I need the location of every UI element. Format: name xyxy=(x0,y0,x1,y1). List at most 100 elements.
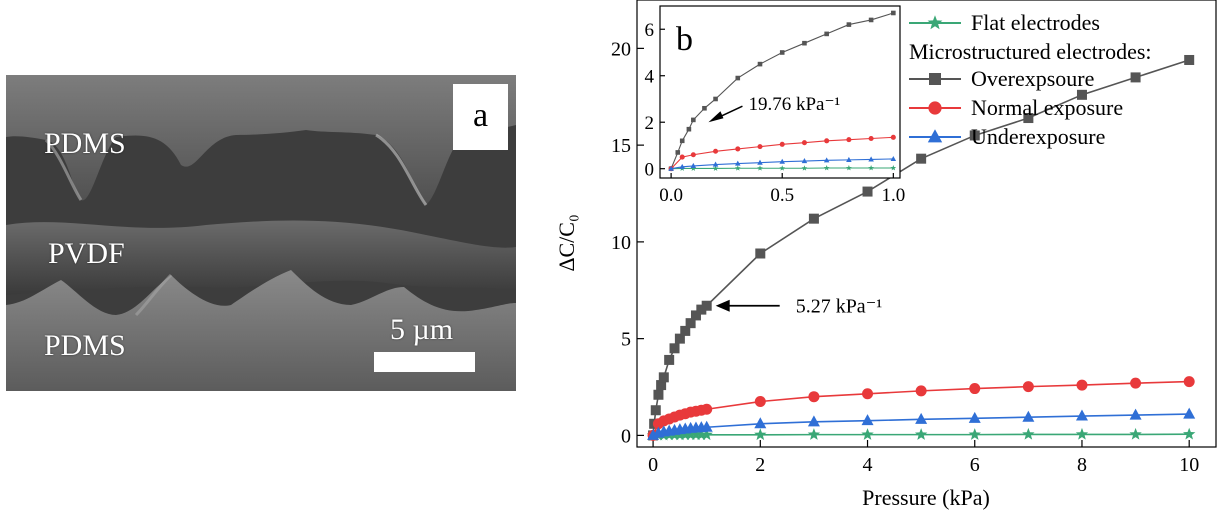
inset-frame xyxy=(659,5,901,179)
inset-x-tick-label: 0.0 xyxy=(659,185,683,206)
main-series-3-point xyxy=(754,417,767,429)
main-y-axis-label: ΔC/C₀ xyxy=(554,214,579,271)
inset-series-1-point xyxy=(713,96,718,102)
inset-series-1-point xyxy=(691,117,696,123)
inset-series-0-point xyxy=(779,165,786,171)
inset-series-1-point xyxy=(702,105,707,111)
inset-series-line-3 xyxy=(671,158,894,170)
main-y-tick-label: 15 xyxy=(611,135,631,157)
main-x-axis-label: Pressure (kPa) xyxy=(862,485,990,510)
inset-series-2-point xyxy=(690,152,696,158)
inset-series-2-point xyxy=(824,138,830,144)
main-annotation-label: 5.27 kPa⁻¹ xyxy=(796,296,883,318)
layer-label-bottom-pdms: PDMS xyxy=(44,329,126,362)
inset-series-1-point xyxy=(735,75,741,81)
inset-y-tick-label: 2 xyxy=(645,113,655,134)
main-series-1-point xyxy=(808,213,819,224)
main-x-tick-label: 0 xyxy=(648,454,658,476)
main-y-tick-label: 20 xyxy=(611,38,631,60)
panel-label-a: a xyxy=(453,84,508,150)
inset-plot: 0.0 0.5 1.0 0 2 4 6 19.76 kPa⁻¹ b xyxy=(645,5,905,206)
inset-series-3-point xyxy=(679,163,685,169)
main-series-3-point xyxy=(700,420,713,432)
inset-series-2-point xyxy=(779,141,785,147)
inset-series-0-point xyxy=(868,165,874,171)
main-series-3-point xyxy=(915,412,928,424)
inset-series-1-point xyxy=(868,17,874,23)
layer-label-top-pdms: PDMS xyxy=(44,127,126,160)
main-series-0-point xyxy=(807,428,821,440)
inset-x-tick-label: 1.0 xyxy=(881,185,905,206)
main-y-tick-label: 0 xyxy=(621,425,631,447)
main-series-0-point xyxy=(1129,427,1142,440)
inset-series-3-point xyxy=(735,160,741,166)
legend-label-3: Underexposure xyxy=(971,124,1105,149)
main-series-0-point xyxy=(695,428,708,441)
main-series-2-point xyxy=(969,383,981,395)
inset-series-1-point xyxy=(779,50,785,55)
main-series-2-point xyxy=(754,396,766,408)
scale-bar-label: 5 µm xyxy=(390,313,454,346)
inset-series-1-point xyxy=(846,22,852,27)
legend-marker-0 xyxy=(927,15,943,30)
main-series-0-point xyxy=(1183,427,1196,440)
main-series-3-point xyxy=(1022,410,1035,422)
main-series-2-point xyxy=(1022,381,1034,393)
inset-y-tick-label: 0 xyxy=(645,159,655,180)
inset-series-2-point xyxy=(890,134,896,140)
inset-series-0-point xyxy=(823,165,830,171)
inset-series-0-point xyxy=(690,165,697,171)
legend-marker-2 xyxy=(928,101,942,115)
main-series-0-point xyxy=(1075,427,1089,440)
main-series-1-point xyxy=(650,405,661,416)
main-series-2-point xyxy=(701,403,713,415)
inset-series-3-point xyxy=(846,156,852,162)
main-series-2-point xyxy=(915,385,927,397)
main-x-tick-label: 4 xyxy=(863,454,873,476)
main-series-2-point xyxy=(862,388,874,400)
main-series-3-point xyxy=(1129,408,1142,420)
main-series-1-point xyxy=(1076,89,1087,100)
main-series-0-point xyxy=(968,428,981,440)
main-x-tick-label: 2 xyxy=(755,454,765,476)
inset-series-2-point xyxy=(679,154,685,160)
inset-series-3-point xyxy=(868,156,874,162)
main-series-0-point xyxy=(1022,427,1035,440)
main-series-1-point xyxy=(664,354,675,365)
main-x-tick-label: 8 xyxy=(1077,454,1087,476)
main-series-1-point xyxy=(680,325,691,336)
inset-series-3-point xyxy=(757,159,763,165)
inset-annotation-label: 19.76 kPa⁻¹ xyxy=(748,94,840,115)
inset-series-3-point xyxy=(668,165,674,171)
inset-series-1-point xyxy=(675,150,681,155)
main-series-1-point xyxy=(685,318,696,329)
inset-series-3-point xyxy=(823,157,830,163)
inset-series-2-point xyxy=(757,144,763,150)
scale-bar xyxy=(374,352,475,372)
inset-series-0-point xyxy=(890,165,897,171)
inset-series-1-point xyxy=(824,31,829,37)
inset-series-2-point xyxy=(735,146,741,152)
main-series-1-point xyxy=(669,343,680,354)
inset-series-1-point xyxy=(757,61,763,67)
main-series-1-point xyxy=(653,389,664,400)
main-series-1-point xyxy=(916,153,927,164)
main-series-0-point xyxy=(679,428,692,441)
main-series-1-point xyxy=(656,380,667,391)
main-series-1-point xyxy=(674,333,685,344)
inset-series-1-point xyxy=(679,138,685,144)
main-series-3-point xyxy=(968,411,981,423)
main-x-tick-label: 10 xyxy=(1179,454,1199,476)
main-series-0-point xyxy=(861,428,874,440)
main-y-tick-label: 5 xyxy=(621,329,631,351)
main-series-2-point xyxy=(808,391,820,403)
layer-label-pvdf: PVDF xyxy=(48,237,125,270)
main-series-1-point xyxy=(696,304,707,315)
inset-x-tick-label: 0.5 xyxy=(770,185,794,206)
inset-series-1-point xyxy=(686,126,692,132)
inset-series-2-point xyxy=(868,135,874,142)
main-series-2-point xyxy=(1130,377,1142,389)
main-series-0-point xyxy=(689,428,703,441)
inset-series-3-point xyxy=(779,158,785,164)
